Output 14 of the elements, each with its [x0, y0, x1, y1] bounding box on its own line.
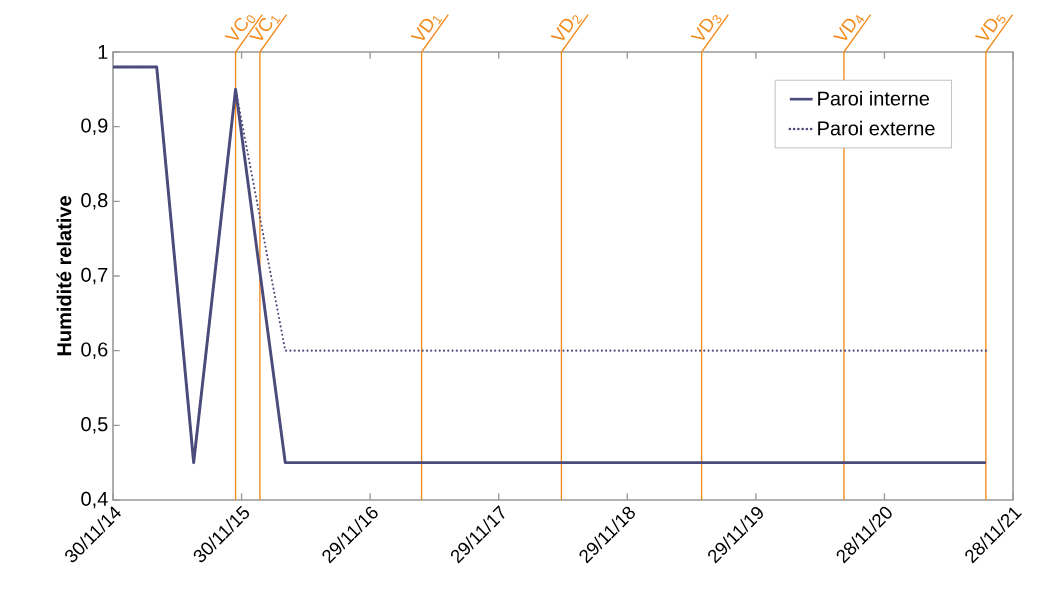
- y-tick-label: 0,6: [81, 342, 108, 359]
- y-tick-label: 0,8: [81, 193, 108, 210]
- ref-line-label: VD$_{3}$: [690, 15, 722, 40]
- legend-label: Paroi interne: [818, 90, 930, 106]
- y-tick-label: 1: [98, 45, 108, 59]
- y-tick-label: 0,7: [81, 267, 108, 285]
- ref-line-label: VD$_{1}$: [410, 16, 443, 40]
- y-tick-label: 0,5: [81, 417, 108, 434]
- ref-line-label: VD$_{2}$: [550, 15, 583, 40]
- ref-line-label: VD$_{5}$: [974, 14, 1006, 40]
- ref-line-label: VD$_{4}$: [833, 15, 865, 40]
- y-axis-title: Humidité relative: [56, 196, 72, 356]
- legend-label: Paroi externe: [818, 120, 935, 136]
- y-tick-label: 0,9: [81, 118, 108, 135]
